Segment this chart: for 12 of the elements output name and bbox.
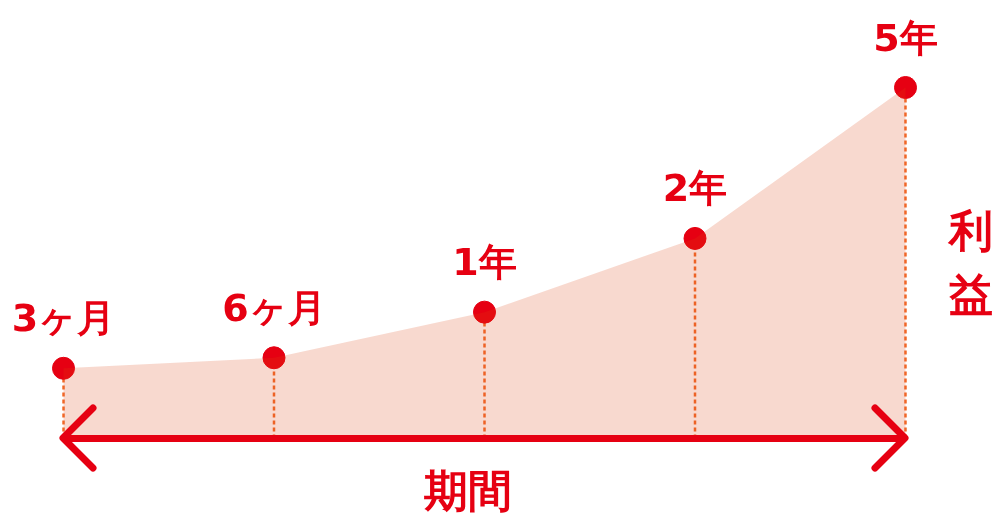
x-tick-label: 2年 (662, 166, 728, 211)
point (52, 356, 75, 380)
x-tick-label: 3ヶ月 (11, 296, 116, 341)
x-tick-label: 1年 (452, 240, 517, 285)
x-axis-title: 期間 (423, 464, 512, 516)
point (894, 76, 917, 99)
x-tick-label: 6ヶ月 (222, 285, 326, 330)
y-axis-title: 利益 (946, 205, 993, 320)
point (683, 226, 707, 250)
point (473, 300, 496, 324)
point (262, 346, 286, 370)
x-tick-label: 5年 (873, 15, 938, 60)
